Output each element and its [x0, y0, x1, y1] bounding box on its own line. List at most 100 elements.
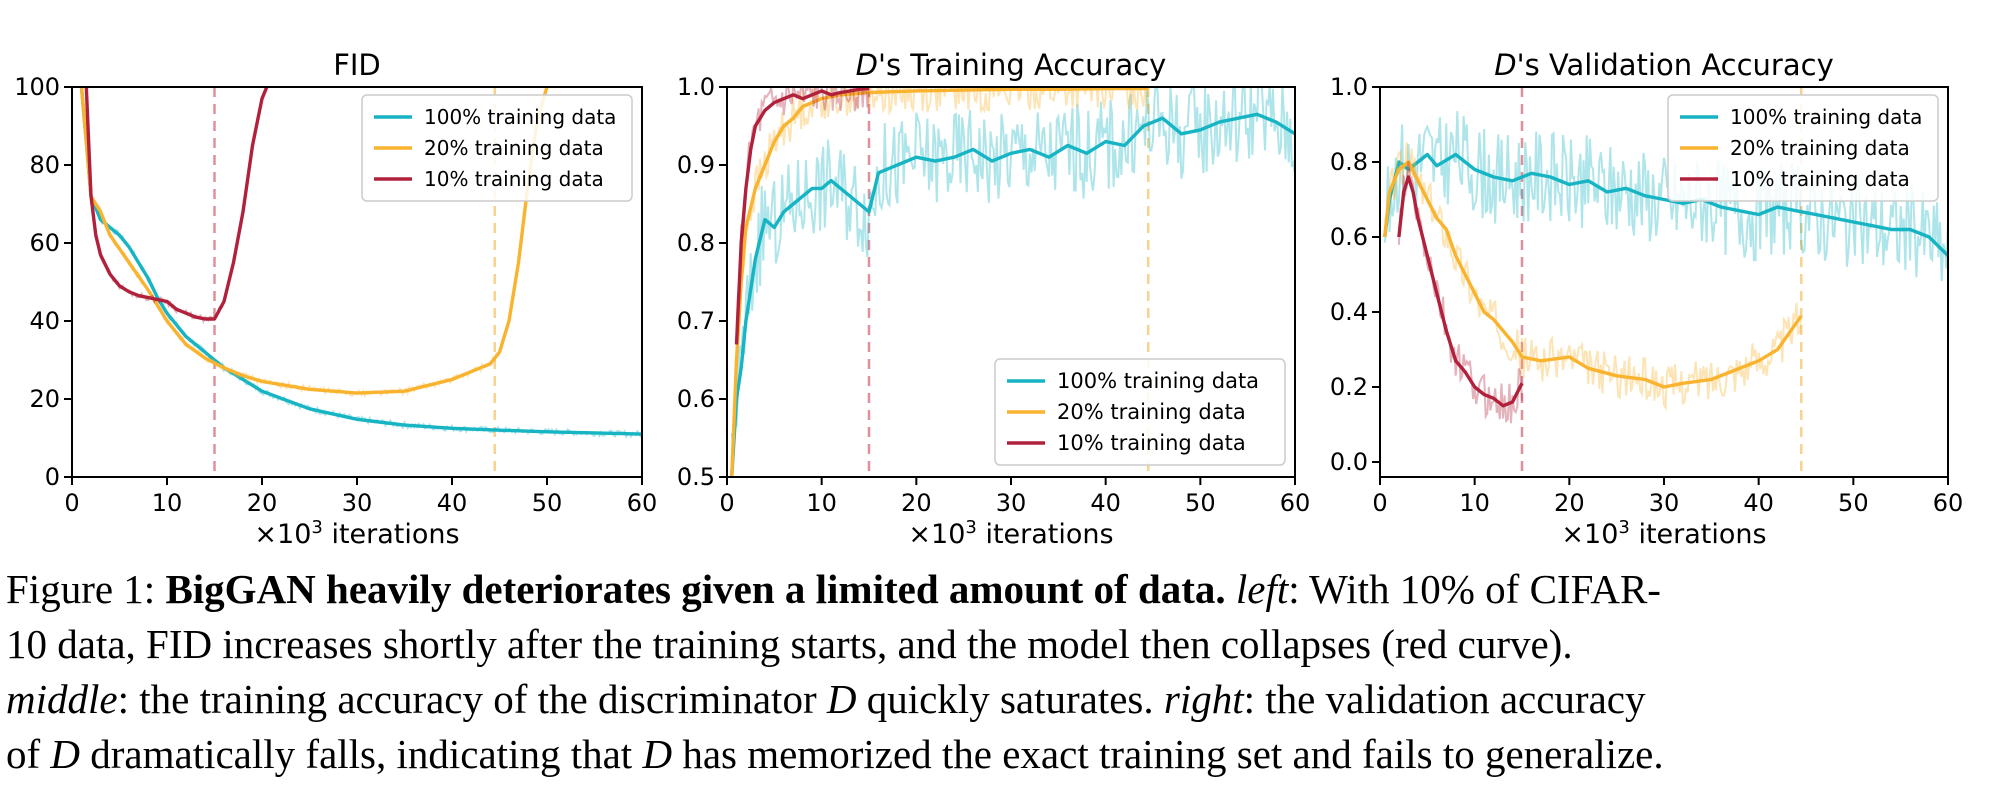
legend: 100% training data 20% training data 10% t… — [994, 358, 1286, 466]
caption-d: D — [826, 676, 857, 722]
x-tick-label: 20 — [901, 489, 932, 517]
legend-label: 10% training data — [1730, 167, 1910, 191]
y-tick-label: 1.0 — [1330, 73, 1368, 101]
y-tick-label: 40 — [29, 307, 60, 335]
series-group — [1383, 111, 1948, 424]
x-tick-label: 10 — [806, 489, 837, 517]
series-raw-line — [1383, 111, 1948, 282]
legend: 100% training data 20% training data 10% t… — [361, 94, 633, 202]
x-tick-label: 10 — [1459, 489, 1490, 517]
y-tick-label: 60 — [29, 229, 60, 257]
caption-d: D — [50, 731, 81, 777]
caption-line-3: middle: the training accuracy of the dis… — [6, 672, 1994, 727]
x-tick-label: 40 — [1090, 489, 1121, 517]
x-tick-label: 0 — [1372, 489, 1387, 517]
legend-label: 10% training data — [424, 167, 604, 191]
x-tick-label: 0 — [719, 489, 734, 517]
x-label-prefix: ×10 — [908, 519, 965, 550]
chart-title: D's Training Accuracy — [856, 48, 1167, 82]
caption-text: : the validation accuracy — [1243, 676, 1646, 722]
y-tick-label: 0.9 — [677, 151, 715, 179]
series-line — [734, 87, 870, 345]
y-tick-label: 0.5 — [677, 463, 715, 491]
series-line — [79, 87, 549, 395]
series-raw-line — [1397, 161, 1523, 424]
caption-text: has memorized the exact training set and… — [672, 731, 1664, 777]
legend-label: 100% training data — [1057, 369, 1259, 393]
chart-title-d: D — [1494, 48, 1516, 82]
y-tick-label: 80 — [29, 151, 60, 179]
legend-box — [994, 358, 1286, 466]
series-line — [79, 87, 642, 436]
x-label-exponent: 3 — [1618, 517, 1629, 538]
chart-title: FID — [333, 48, 381, 82]
chart-fid: FID 0 10 20 30 40 50 60 0 20 40 60 80 100 ×103 iterati… — [14, 48, 657, 550]
x-tick-label: 60 — [1280, 489, 1311, 517]
x-label-exponent: 3 — [965, 517, 976, 538]
chart-title-d: D — [856, 48, 878, 82]
series-line — [730, 112, 1295, 477]
y-tick-label: 0 — [45, 463, 60, 491]
y-tick-label: 20 — [29, 385, 60, 413]
x-axis-label: ×103 iterations — [908, 517, 1113, 551]
caption-right: right — [1163, 676, 1244, 722]
x-tick-label: 10 — [152, 489, 183, 517]
x-tick-label: 30 — [1649, 489, 1680, 517]
y-tick-label: 0.2 — [1330, 373, 1368, 401]
series-raw-line — [730, 87, 1150, 477]
series-line — [1397, 175, 1524, 408]
y-tick-label: 0.0 — [1330, 448, 1368, 476]
x-label-exponent: 3 — [311, 517, 322, 538]
series-line — [1383, 152, 1948, 257]
y-tick-label: 0.6 — [677, 385, 715, 413]
x-label-suffix: iterations — [323, 519, 460, 550]
x-tick-label: 30 — [342, 489, 373, 517]
x-tick-label: 60 — [627, 489, 658, 517]
chart-title: D's Validation Accuracy — [1494, 48, 1833, 82]
x-tick-label: 60 — [1933, 489, 1964, 517]
y-tick-label: 0.8 — [677, 229, 715, 257]
legend-label: 20% training data — [1057, 400, 1246, 424]
x-tick-label: 20 — [247, 489, 278, 517]
y-tick-label: 0.8 — [1330, 148, 1368, 176]
caption-line-2: 10 data, FID increases shortly after the… — [6, 621, 1573, 667]
x-label-prefix: ×10 — [1561, 519, 1618, 550]
legend-box — [361, 94, 633, 202]
chart-title-text: 's Validation Accuracy — [1517, 48, 1834, 82]
y-tick-label: 0.7 — [677, 307, 715, 335]
x-tick-label: 40 — [437, 489, 468, 517]
legend-label: 20% training data — [424, 136, 604, 160]
legend-box — [1667, 94, 1939, 202]
chart-d-training-accuracy: D's Training Accuracy 0 10 20 30 40 50 60 0.5 0.6… — [677, 48, 1310, 550]
x-label-prefix: ×10 — [254, 519, 311, 550]
caption-text: dramatically falls, indicating that — [80, 731, 643, 777]
legend-label: 100% training data — [1730, 105, 1922, 129]
series-line — [1383, 160, 1803, 389]
legend-label: 20% training data — [1730, 136, 1910, 160]
y-tick-label: 100 — [14, 73, 60, 101]
x-label-suffix: iterations — [1630, 519, 1767, 550]
x-axis-label: ×103 iterations — [254, 517, 459, 551]
series-raw-line — [85, 87, 268, 325]
caption-text: : With 10% of CIFAR- — [1288, 566, 1661, 612]
caption-text: quickly saturates. — [856, 676, 1164, 722]
chart-title-text: 's Training Accuracy — [878, 48, 1166, 82]
caption-label: Figure 1: — [6, 566, 166, 612]
series-raw-line — [1383, 142, 1803, 411]
x-tick-label: 40 — [1743, 489, 1774, 517]
x-label-suffix: iterations — [977, 519, 1114, 550]
series-line — [730, 87, 1149, 477]
caption-text: : the training accuracy of the discrimin… — [117, 676, 827, 722]
caption-left: left — [1235, 566, 1289, 612]
series-line — [84, 87, 269, 321]
caption-bold: BigGAN heavily deteriorates given a limi… — [165, 566, 1226, 612]
x-axis-label: ×103 iterations — [1561, 517, 1766, 551]
caption-middle: middle — [6, 676, 118, 722]
x-tick-label: 50 — [532, 489, 563, 517]
series-group — [79, 87, 642, 439]
figure-caption: Figure 1: BigGAN heavily deteriorates gi… — [6, 562, 1994, 782]
legend-label: 100% training data — [424, 105, 616, 129]
chart-title-text: FID — [333, 48, 381, 82]
legend-label: 10% training data — [1057, 431, 1246, 455]
y-tick-label: 0.4 — [1330, 298, 1368, 326]
